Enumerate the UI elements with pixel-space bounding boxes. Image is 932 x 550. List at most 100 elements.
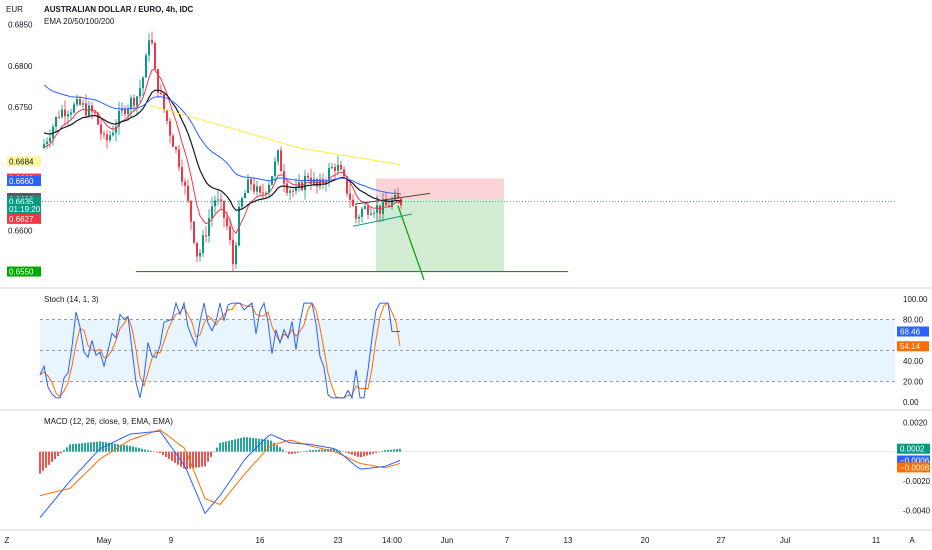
ema-legend[interactable]: EMA 20/50/100/200 [44, 17, 115, 26]
candle-body [397, 194, 399, 199]
macd-histogram-bar [204, 451, 206, 467]
macd-histogram-bar [303, 451, 305, 453]
macd-value-badge [897, 462, 930, 473]
take-profit-zone [376, 199, 504, 272]
macd-histogram-bar [57, 451, 59, 457]
candle-body [364, 206, 366, 209]
ema-20-line [43, 69, 402, 235]
candle-body [319, 179, 321, 187]
price-badge-label: 0.6684 [9, 157, 34, 166]
macd-legend[interactable]: MACD (12, 26, close, 9, EMA, EMA) [44, 417, 173, 426]
candle-body [133, 97, 135, 106]
macd-histogram-bar [222, 442, 224, 452]
macd-histogram-bar [228, 440, 230, 452]
candle-body [349, 193, 351, 200]
candle-body [58, 116, 60, 118]
macd-histogram-bar [324, 449, 326, 452]
candle-body [130, 97, 132, 109]
price-badge-label: 0.6627 [9, 215, 34, 224]
macd-histogram-bar [93, 441, 95, 452]
price-badge-label: 0.6635 [9, 198, 34, 207]
ema-200-line [149, 104, 401, 166]
ema-50-line [43, 89, 402, 211]
stoch-k-line [39, 301, 400, 400]
macd-histogram-bar [252, 437, 254, 452]
macd-histogram-bar [306, 450, 308, 452]
candle-body [370, 213, 372, 215]
time-axis[interactable]: May 9 16 23 14:00 Jun 7 13 20 27 Jul 11 Z A [5, 536, 916, 545]
macd-histogram-bar [132, 446, 134, 452]
macd-histogram-bar [255, 438, 257, 452]
candle-body [334, 167, 336, 171]
macd-histogram-bar [42, 451, 44, 471]
candle-body [295, 187, 297, 192]
candle-body [400, 198, 402, 206]
timezone-button: Z [5, 536, 10, 545]
candle-body [196, 242, 198, 257]
macd-histogram-bar [246, 437, 248, 452]
candle-body [223, 201, 225, 218]
macd-histogram-bar [165, 451, 167, 458]
time-tick-label: May [96, 536, 111, 545]
candle-body [49, 137, 51, 142]
candle-body [205, 235, 207, 237]
time-tick-label: 27 [717, 536, 726, 545]
macd-histogram-bar [291, 451, 293, 455]
candle-body [106, 134, 108, 141]
candle-body [367, 206, 369, 215]
macd-histogram-bar [333, 448, 335, 452]
candle-body [148, 40, 150, 56]
price-panel: 0.68500.68000.67500.66000.66840.66630.66… [7, 21, 895, 280]
candle-body [211, 206, 213, 219]
time-tick-label: Jul [780, 536, 790, 545]
candle-body [256, 186, 258, 192]
macd-histogram-bar [60, 451, 62, 454]
macd-histogram-bar [381, 451, 383, 452]
price-axis[interactable]: 0.68500.68000.67500.66000.66840.66630.66… [7, 21, 41, 277]
macd-value-badge [897, 455, 930, 466]
macd-histogram-bar [54, 451, 56, 459]
macd-histogram-bar [375, 451, 377, 453]
candle-body [208, 218, 210, 237]
candle-body [244, 192, 246, 199]
macd-histogram-bar [399, 448, 401, 452]
candle-body [142, 77, 144, 89]
candle-body [172, 135, 174, 147]
macd-histogram-bar [366, 451, 368, 456]
macd-histogram-bar [225, 441, 227, 452]
stoch-value-badge [897, 326, 929, 337]
macd-histogram-bar [90, 442, 92, 452]
macd-histogram-bar [162, 451, 164, 456]
macd-histogram-bar [135, 447, 137, 452]
candle-body [235, 245, 237, 265]
macd-histogram-bar [210, 451, 212, 457]
macd-histogram-bar [282, 449, 284, 452]
candle-body [241, 198, 243, 207]
macd-histogram-bar [351, 451, 353, 455]
macd-histogram-bar [261, 438, 263, 452]
macd-histogram-bar [120, 444, 122, 452]
time-tick-label: 14:00 [382, 536, 403, 545]
candle-body [352, 199, 354, 207]
macd-histogram-bar [219, 442, 221, 452]
candle-body [268, 184, 270, 193]
candle-body [280, 150, 282, 172]
macd-histogram-bar [318, 449, 320, 452]
candle-body [340, 164, 342, 170]
macd-histogram-bar [396, 449, 398, 452]
macd-histogram-bar [186, 451, 188, 469]
macd-histogram-bar [342, 451, 344, 453]
macd-histogram-bar [213, 451, 215, 453]
candle-body [112, 132, 114, 136]
macd-histogram-bar [138, 448, 140, 452]
macd-histogram-bar [84, 442, 86, 452]
candle-body [184, 181, 186, 186]
macd-histogram-bar [240, 437, 242, 452]
candle-body [226, 217, 228, 227]
macd-tick-label: -0.0040 [903, 506, 931, 515]
macd-histogram-bar [348, 451, 350, 454]
macd-histogram-bar [141, 448, 143, 452]
stoch-legend[interactable]: Stoch (14, 1, 3) [44, 295, 99, 304]
candle-body [238, 206, 240, 246]
